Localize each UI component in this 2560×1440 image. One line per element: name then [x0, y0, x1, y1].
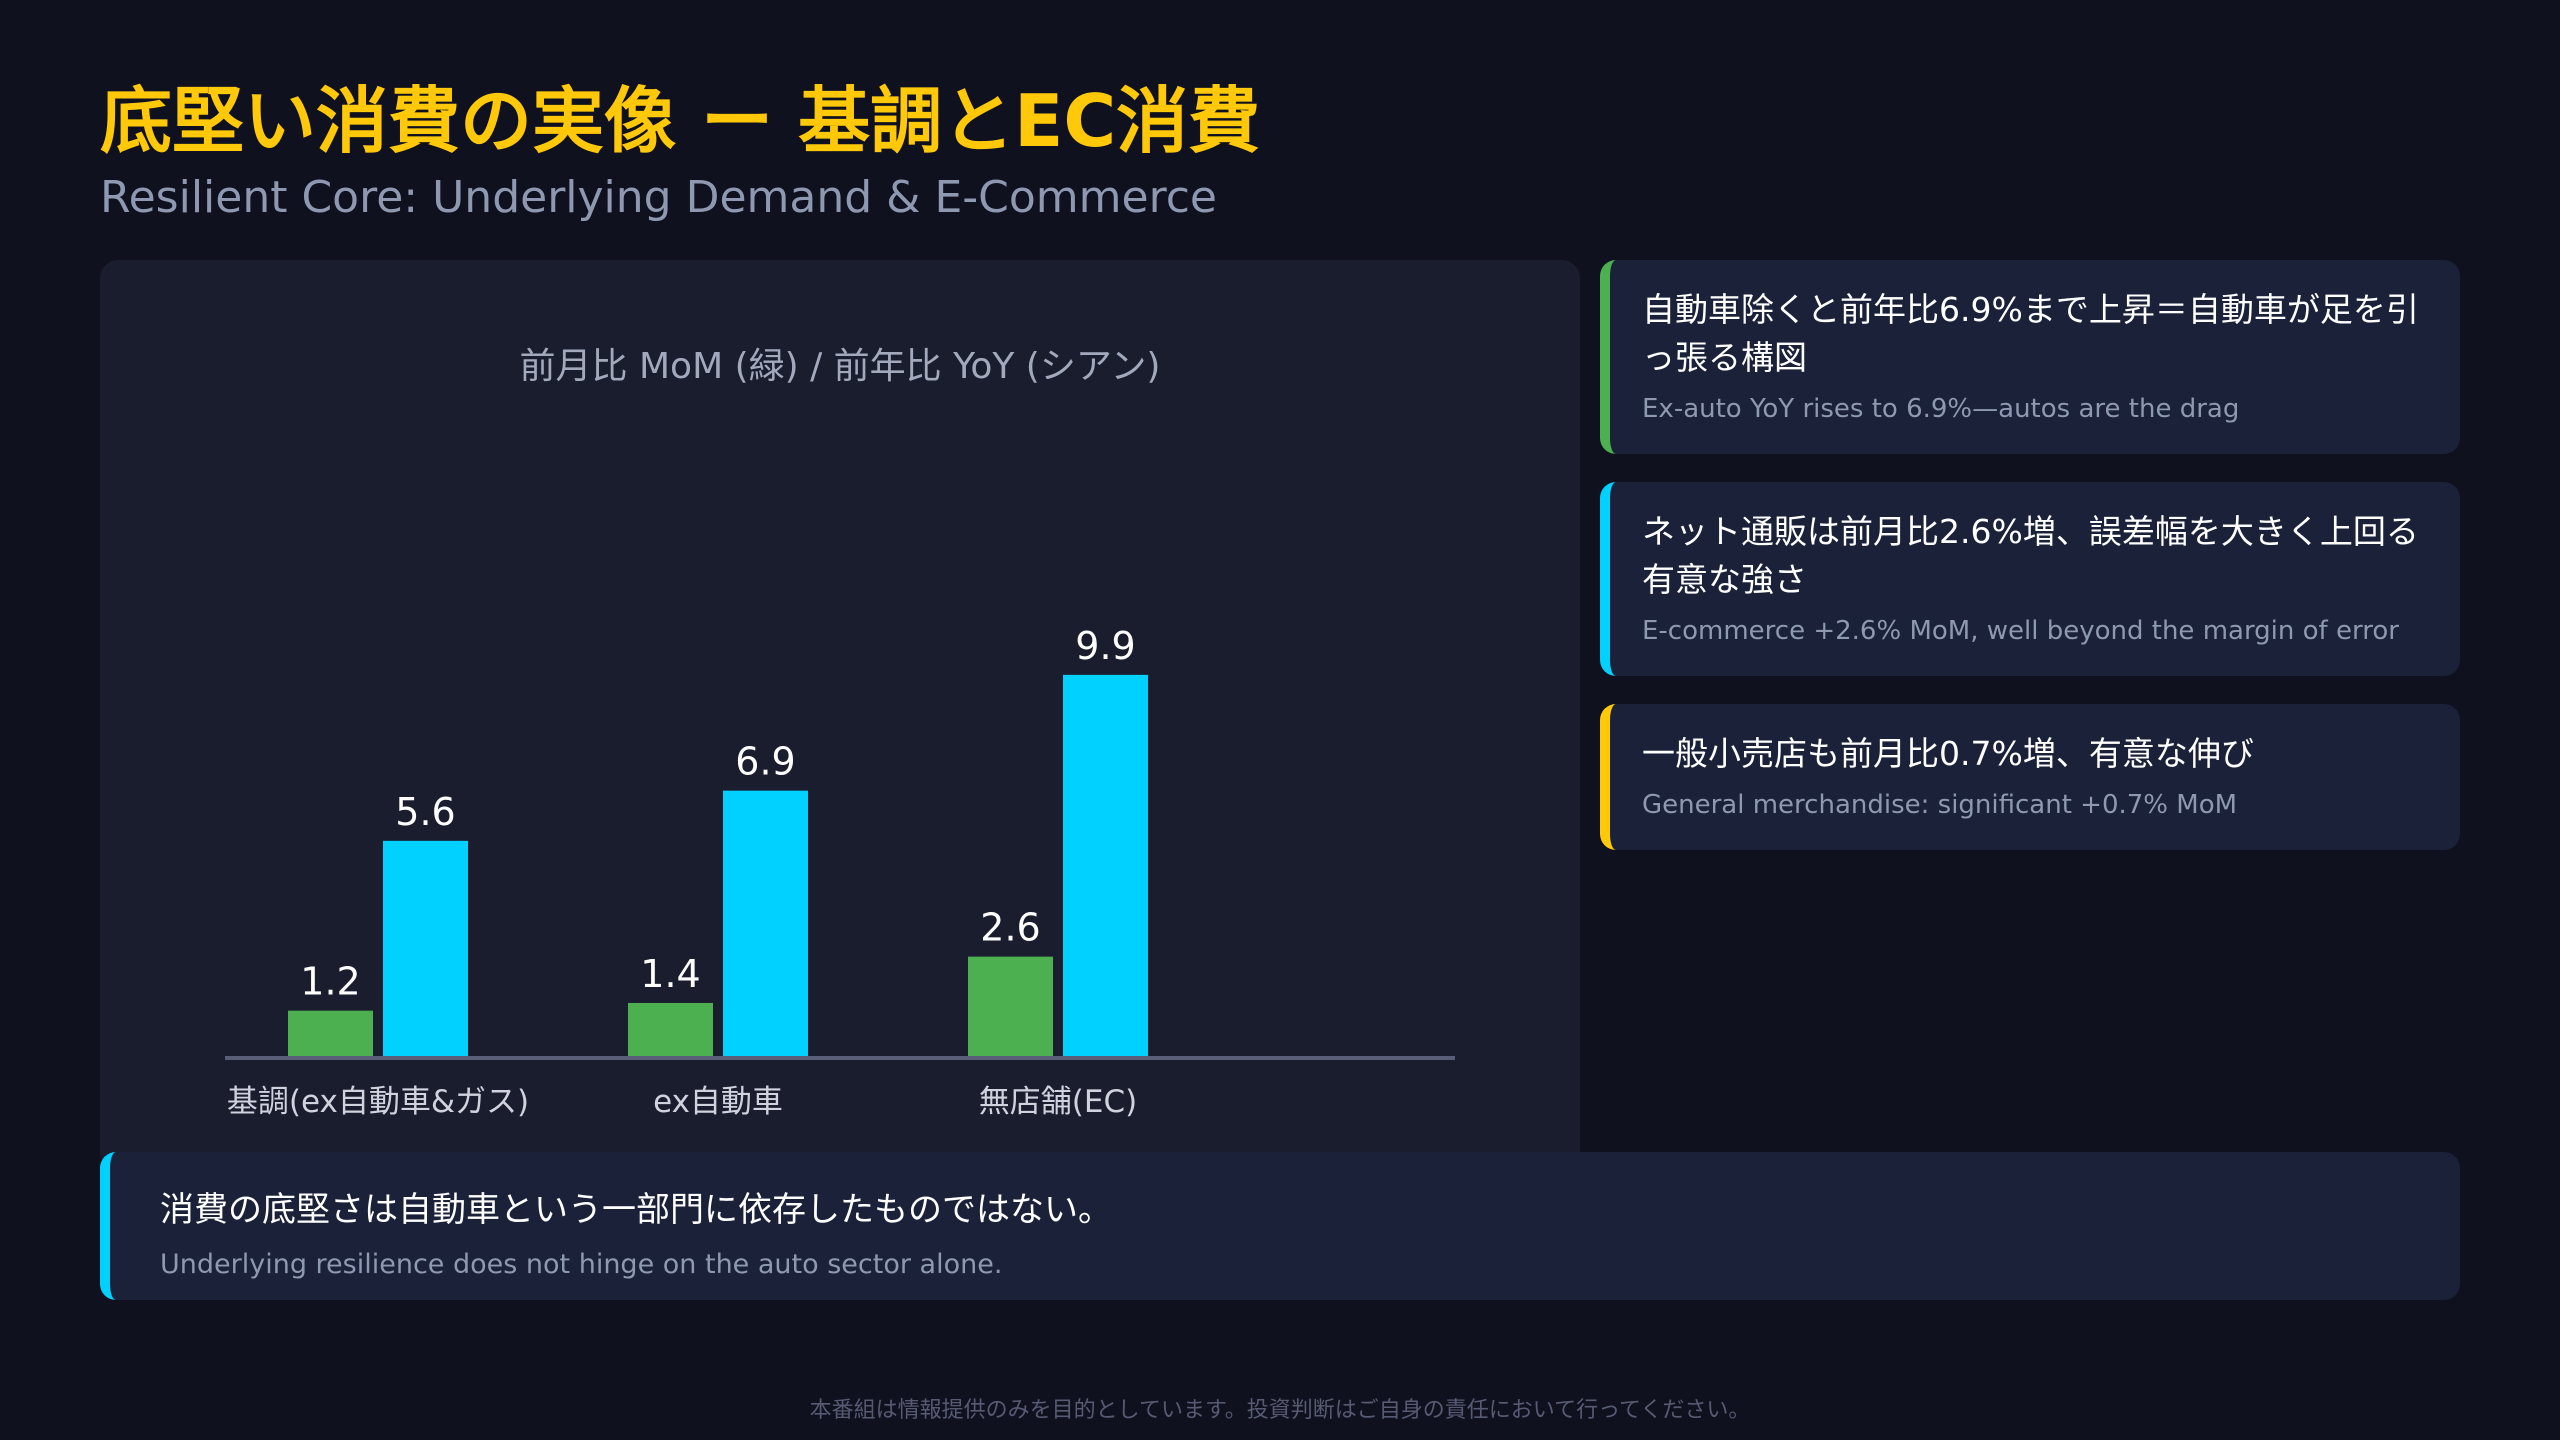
insight-card-title: 自動車除くと前年比6.9%まで上昇＝自動車が足を引っ張る構図	[1642, 290, 2419, 377]
data-label: 2.6	[980, 906, 1040, 950]
insight-card-title: ネット通販は前月比2.6%増、誤差幅を大きく上回る有意な強さ	[1642, 512, 2419, 599]
bar	[288, 1010, 373, 1057]
data-label: 1.4	[640, 952, 700, 996]
insight-card-subtitle: General merchandise: significant +0.7% M…	[1642, 790, 2238, 820]
page-subtitle: Resilient Core: Underlying Demand & E-Co…	[100, 172, 1217, 223]
insight-card-general-merchandise: 一般小売店も前月比0.7%増、有意な伸び General merchandise…	[1600, 704, 2460, 850]
insight-card-ecommerce: ネット通販は前月比2.6%増、誤差幅を大きく上回る有意な強さ E-commerc…	[1600, 482, 2460, 676]
insight-card-subtitle: Ex-auto YoY rises to 6.9%—autos are the …	[1642, 394, 2240, 424]
summary-title: 消費の底堅さは自動車という一部門に依存したものではない。	[160, 1190, 1112, 1230]
bar	[968, 956, 1053, 1057]
bar	[383, 840, 468, 1057]
page-title: 底堅い消費の実像 ー 基調とEC消費	[100, 79, 1261, 163]
chart-title: 前月比 MoM (緑) / 前年比 YoY (シアン)	[520, 346, 1161, 387]
data-label: 9.9	[1075, 624, 1135, 668]
data-label: 1.2	[300, 960, 360, 1004]
summary-subtitle: Underlying resilience does not hinge on …	[160, 1249, 1003, 1280]
bar	[1063, 674, 1148, 1057]
bar	[628, 1002, 713, 1057]
category-label: 無店舗(EC)	[979, 1084, 1137, 1120]
category-label: 基調(ex自動車&ガス)	[227, 1084, 529, 1120]
chart-panel: 前月比 MoM (緑) / 前年比 YoY (シアン) 1.2 1.4 2.6 5.6 6…	[100, 260, 1580, 1170]
insight-cards: 自動車除くと前年比6.9%まで上昇＝自動車が足を引っ張る構図 Ex-auto Y…	[1600, 260, 2460, 878]
insight-card-title: 一般小売店も前月比0.7%増、有意な伸び	[1642, 734, 2254, 773]
bar-chart: 前月比 MoM (緑) / 前年比 YoY (シアン) 1.2 1.4 2.6 5.6 6…	[225, 346, 1455, 1120]
category-label: ex自動車	[653, 1084, 783, 1120]
data-label: 5.6	[395, 790, 455, 834]
data-label: 6.9	[735, 740, 795, 784]
bar	[723, 790, 808, 1057]
disclaimer: 本番組は情報提供のみを目的としています。投資判断はご自身の責任において行ってくだ…	[809, 1398, 1751, 1423]
summary-callout: 消費の底堅さは自動車という一部門に依存したものではない。 Underlying …	[100, 1152, 2460, 1300]
insight-card-ex-auto: 自動車除くと前年比6.9%まで上昇＝自動車が足を引っ張る構図 Ex-auto Y…	[1600, 260, 2460, 454]
insight-card-subtitle: E-commerce +2.6% MoM, well beyond the ma…	[1642, 616, 2399, 646]
